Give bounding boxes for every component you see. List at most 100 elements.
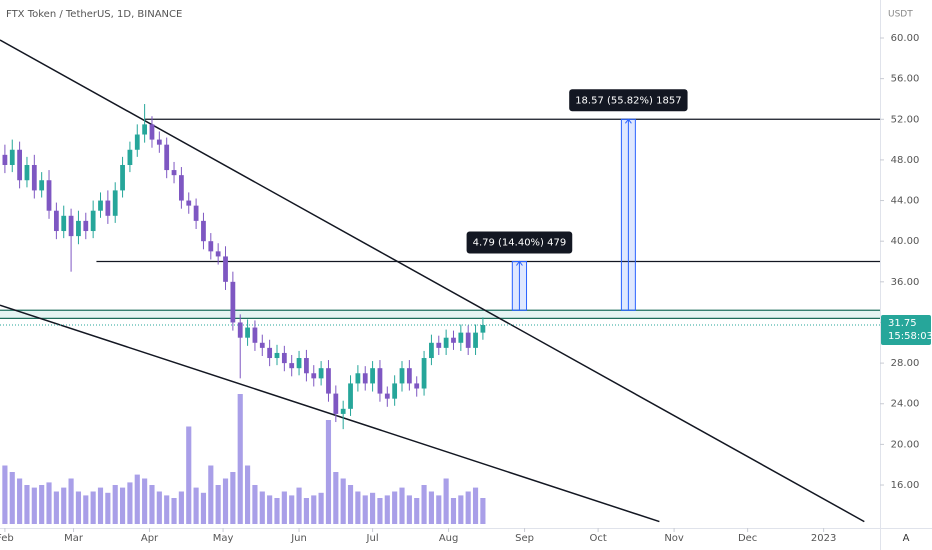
volume-bar xyxy=(384,495,390,524)
y-tick-label: 56.00 xyxy=(891,74,920,85)
volume-bar xyxy=(105,492,111,524)
volume-bar xyxy=(267,495,273,524)
volume-bar xyxy=(24,485,30,524)
candle-body xyxy=(230,281,236,323)
y-tick-label: 36.00 xyxy=(891,277,920,288)
last-price-label: 31.75 xyxy=(888,318,917,329)
volume-bar xyxy=(222,478,229,524)
measure-arrowhead xyxy=(516,260,523,266)
x-tick-label: Apr xyxy=(141,533,159,544)
volume-bar xyxy=(186,426,192,524)
volume-bar xyxy=(193,487,199,524)
auto-scale-button[interactable] xyxy=(897,529,915,546)
volume-bar xyxy=(355,491,361,524)
candle-body xyxy=(112,190,118,216)
candle-body xyxy=(304,358,309,374)
volume-bar xyxy=(171,498,177,524)
candle-body xyxy=(311,373,317,379)
x-tick-label: Oct xyxy=(589,533,606,544)
x-tick-label: Nov xyxy=(664,533,684,544)
candle-body xyxy=(237,322,243,338)
candle-body xyxy=(31,164,37,191)
volume-bar xyxy=(436,495,442,524)
candle-body xyxy=(127,149,133,165)
volume-bar xyxy=(259,491,265,524)
candle-body xyxy=(355,373,361,384)
volume-bar xyxy=(318,492,324,524)
candle-body xyxy=(340,408,346,414)
auto-scale-label[interactable]: A xyxy=(903,533,910,544)
volume-bar xyxy=(472,487,479,524)
volume-bar xyxy=(443,478,449,524)
volume-bar xyxy=(200,492,207,524)
volume-bar xyxy=(2,465,8,524)
candle-body xyxy=(215,251,221,257)
candle-body xyxy=(39,180,45,191)
candle-body xyxy=(362,373,368,384)
volume-bar xyxy=(127,482,133,524)
volume-bar xyxy=(340,478,346,524)
currency-label: USDT xyxy=(888,10,913,20)
volume-bar xyxy=(450,498,457,524)
x-tick-label: Sep xyxy=(515,533,534,544)
volume-bar xyxy=(134,474,140,524)
volume-bar xyxy=(61,487,67,524)
volume-bar xyxy=(142,478,148,524)
y-tick-label: 44.00 xyxy=(891,196,920,207)
level-zone xyxy=(0,310,880,319)
candle-body xyxy=(274,352,280,359)
volume-bar xyxy=(458,495,464,524)
volume-bar xyxy=(178,491,184,524)
candle-body xyxy=(17,149,22,181)
volume-bar xyxy=(281,491,287,524)
volume-bar xyxy=(480,498,486,524)
candle-body xyxy=(245,327,250,338)
trendline xyxy=(0,39,865,523)
candle-body xyxy=(134,134,140,150)
volume-bar xyxy=(333,472,339,524)
candle-body xyxy=(53,210,59,232)
volume-bar xyxy=(274,498,280,524)
x-tick-label: Aug xyxy=(439,533,459,544)
volume-bar xyxy=(414,498,420,524)
y-tick-label: 16.00 xyxy=(891,480,920,491)
candle-body xyxy=(193,205,199,221)
candle-body xyxy=(259,342,265,348)
volume-bar xyxy=(252,485,258,524)
candle-body xyxy=(377,368,383,394)
candle-body xyxy=(179,175,184,201)
candle-body xyxy=(9,149,15,165)
candle-body xyxy=(289,363,295,369)
volume-bar xyxy=(97,487,104,524)
candle-body xyxy=(61,215,67,232)
volume-bar xyxy=(421,485,427,524)
candle-body xyxy=(451,337,456,343)
x-tick-label: 2023 xyxy=(811,533,836,544)
candle-body xyxy=(24,164,30,181)
candle-body xyxy=(318,368,324,379)
volume-bar xyxy=(311,495,317,524)
volume-bar xyxy=(53,491,59,524)
measure-label-bg xyxy=(569,89,688,112)
candle-body xyxy=(443,337,449,348)
candle-body xyxy=(333,393,339,414)
volume-bar xyxy=(289,495,295,524)
candle-body xyxy=(149,124,155,140)
candle-body xyxy=(76,220,81,237)
candle-body xyxy=(392,383,398,399)
candle-body xyxy=(267,347,273,359)
last-price-box xyxy=(881,315,931,346)
candle-body xyxy=(414,383,420,389)
y-tick-label: 60.00 xyxy=(891,33,920,44)
volume-bar xyxy=(406,495,412,524)
volume-bar xyxy=(208,465,214,524)
volume-bar xyxy=(31,487,37,524)
volume-bar xyxy=(296,487,302,524)
candle-body xyxy=(68,215,74,237)
candle-body xyxy=(142,124,148,135)
candle-body xyxy=(171,170,177,176)
candle-body xyxy=(46,180,52,211)
x-tick-label: Jul xyxy=(366,533,379,544)
candle-body xyxy=(436,342,442,348)
